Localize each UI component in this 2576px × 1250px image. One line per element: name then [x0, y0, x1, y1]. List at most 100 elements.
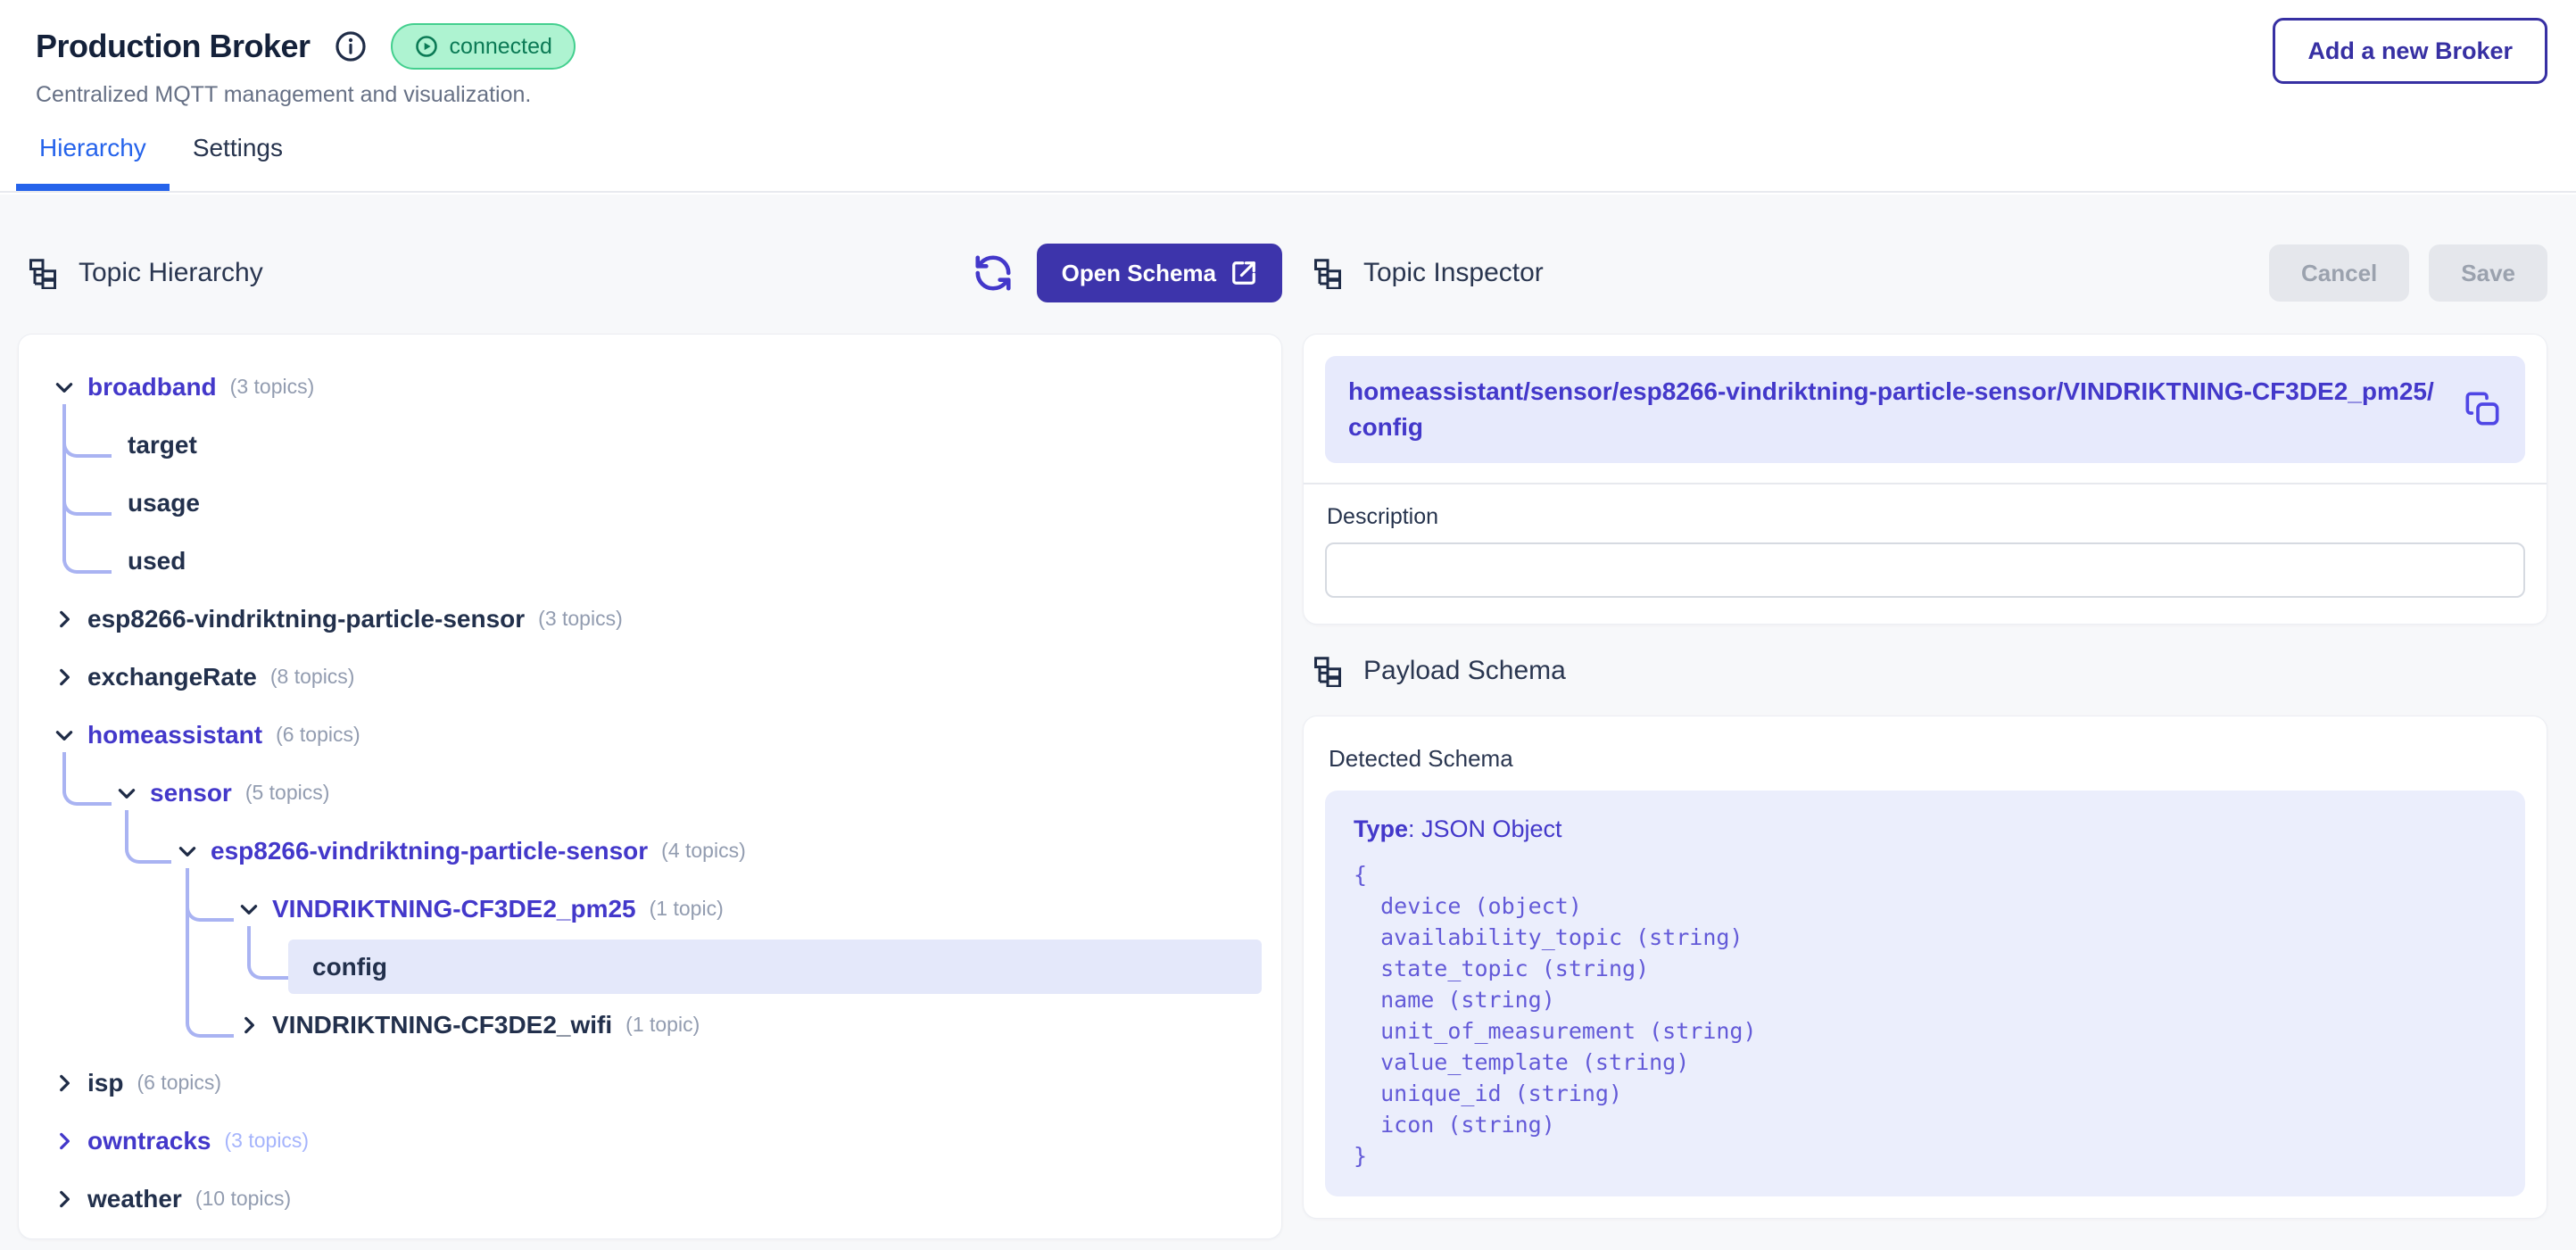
tree-node-label: owntracks — [87, 1126, 211, 1155]
tree-node-label: VINDRIKTNING-CF3DE2_pm25 — [272, 894, 636, 923]
tab-bar: Hierarchy Settings — [0, 134, 306, 191]
tree-node-count: (4 topics) — [661, 839, 746, 862]
tree-connector — [247, 926, 292, 980]
topic-tree-card: broadband (3 topics) target usage used — [18, 334, 1282, 1239]
tree-node-count: (1 topic) — [625, 1013, 700, 1036]
tree-node-count: (6 topics) — [137, 1071, 222, 1094]
tree-connector — [186, 868, 234, 922]
tree-node-label: esp8266-vindriktning-particle-sensor — [87, 604, 526, 633]
tree-node-label: usage — [128, 488, 200, 517]
tree-icon — [27, 257, 59, 290]
tree-node-count: (1 topic) — [649, 897, 724, 920]
chevron-down-icon[interactable] — [53, 724, 76, 747]
tree-node-sensor[interactable]: sensor (5 topics) — [40, 764, 1260, 822]
chevron-right-icon[interactable] — [53, 1072, 76, 1095]
tree-node-count: (3 topics) — [224, 1129, 310, 1152]
copy-icon[interactable] — [2463, 390, 2502, 429]
add-broker-button[interactable]: Add a new Broker — [2273, 18, 2547, 84]
tree-node-broadband[interactable]: broadband (3 topics) — [40, 358, 1260, 416]
save-button[interactable]: Save — [2429, 244, 2547, 302]
tree-node-label: weather — [87, 1184, 182, 1213]
tree-node-owntracks[interactable]: owntracks (3 topics) — [40, 1112, 1260, 1170]
topic-path: homeassistant/sensor/esp8266-vindriktnin… — [1348, 377, 2434, 441]
topic-path-box: homeassistant/sensor/esp8266-vindriktnin… — [1325, 356, 2525, 463]
chevron-right-icon[interactable] — [53, 1130, 76, 1153]
refresh-icon[interactable] — [973, 252, 1014, 294]
tree-connector — [125, 810, 171, 864]
tree-connector — [62, 752, 112, 806]
payload-schema-title: Payload Schema — [1363, 656, 1566, 685]
tree-node-label: broadband — [87, 372, 217, 401]
tree-node-label: sensor — [150, 778, 232, 807]
chevron-right-icon[interactable] — [53, 608, 76, 631]
detected-schema-label: Detected Schema — [1329, 745, 1513, 772]
tree-node-vindriktning-pm25[interactable]: VINDRIKTNING-CF3DE2_pm25 (1 topic) — [40, 880, 1260, 938]
page-subtitle: Centralized MQTT management and visualiz… — [36, 82, 532, 107]
tree-connector — [62, 408, 112, 458]
status-badge-label: connected — [449, 33, 552, 59]
tree-node-count: (3 topics) — [229, 375, 315, 398]
tree-node-count: (10 topics) — [195, 1187, 292, 1210]
tab-hierarchy[interactable]: Hierarchy — [16, 134, 170, 191]
description-label: Description — [1327, 504, 1439, 529]
tree-node-label: homeassistant — [87, 720, 263, 749]
tree-node-usage[interactable]: usage — [40, 474, 1260, 532]
payload-schema-header: Payload Schema — [1303, 641, 2547, 701]
tree-node-weather[interactable]: weather (10 topics) — [40, 1170, 1260, 1228]
tree-connector — [62, 524, 112, 574]
tree-icon — [1312, 655, 1344, 688]
schema-lines: { device (object) availability_topic (st… — [1354, 862, 1757, 1169]
chevron-right-icon[interactable] — [53, 666, 76, 689]
description-input[interactable] — [1325, 542, 2525, 598]
hierarchy-panel-title: Topic Hierarchy — [79, 258, 263, 287]
tree-connector — [186, 918, 234, 1038]
tree-node-esp8266-vindriktning-particle-sensor[interactable]: esp8266-vindriktning-particle-sensor (3 … — [40, 590, 1260, 648]
schema-code-block: Type: JSON Object { device (object) avai… — [1325, 791, 2525, 1196]
selected-row-highlight — [288, 940, 1262, 994]
inspector-panel-title: Topic Inspector — [1363, 258, 1544, 287]
tree-node-vindriktning-wifi[interactable]: VINDRIKTNING-CF3DE2_wifi (1 topic) — [40, 996, 1260, 1054]
tree-node-label: used — [128, 546, 186, 575]
tree-node-esp8266-vindriktning-particle-sensor-nested[interactable]: esp8266-vindriktning-particle-sensor (4 … — [40, 822, 1260, 880]
tree-node-count: (8 topics) — [269, 665, 355, 688]
tree-node-used[interactable]: used — [40, 532, 1260, 590]
schema-type-line: Type: JSON Object — [1354, 815, 2497, 843]
tree-node-exchangeRate[interactable]: exchangeRate (8 topics) — [40, 648, 1260, 706]
chevron-right-icon[interactable] — [53, 1188, 76, 1211]
info-icon[interactable] — [334, 29, 368, 63]
chevron-down-icon[interactable] — [115, 782, 138, 805]
tree-node-count: (3 topics) — [538, 607, 623, 630]
inspector-column: Topic Inspector Cancel Save homeassistan… — [1303, 195, 2547, 1250]
tree-node-label: VINDRIKTNING-CF3DE2_wifi — [272, 1010, 613, 1039]
topic-tree: broadband (3 topics) target usage used — [40, 358, 1262, 1215]
tab-settings[interactable]: Settings — [192, 134, 283, 161]
open-schema-label: Open Schema — [1061, 259, 1216, 286]
tree-node-label: target — [128, 430, 197, 459]
chevron-down-icon[interactable] — [53, 376, 76, 399]
status-badge: connected — [390, 23, 576, 70]
external-link-icon — [1232, 261, 1255, 285]
tree-node-label: esp8266-vindriktning-particle-sensor — [211, 836, 649, 865]
chevron-down-icon[interactable] — [237, 898, 261, 921]
topic-inspector-card: homeassistant/sensor/esp8266-vindriktnin… — [1303, 334, 2547, 625]
play-circle-icon — [415, 36, 437, 57]
chevron-right-icon[interactable] — [237, 1014, 261, 1037]
inspector-panel-header: Topic Inspector Cancel Save — [1303, 241, 2547, 305]
tree-node-homeassistant[interactable]: homeassistant (6 topics) — [40, 706, 1260, 764]
tree-node-label: exchangeRate — [87, 662, 257, 691]
tree-node-count: (6 topics) — [276, 723, 360, 746]
open-schema-button[interactable]: Open Schema — [1036, 244, 1282, 302]
hierarchy-panel-header: Topic Hierarchy Open Schema — [18, 241, 1282, 305]
payload-schema-card: Detected Schema Type: JSON Object { devi… — [1303, 716, 2547, 1219]
title-row: Production Broker connected — [0, 0, 2576, 70]
page-title: Production Broker — [36, 28, 311, 64]
tree-node-isp[interactable]: isp (6 topics) — [40, 1054, 1260, 1112]
cancel-button[interactable]: Cancel — [2269, 244, 2410, 302]
hierarchy-column: Topic Hierarchy Open Schema — [18, 195, 1282, 1250]
chevron-down-icon[interactable] — [176, 840, 199, 863]
tree-node-target[interactable]: target — [40, 416, 1260, 474]
tree-node-config-selected[interactable]: config — [40, 938, 1260, 996]
tree-icon — [1312, 257, 1344, 290]
divider — [1304, 483, 2547, 484]
